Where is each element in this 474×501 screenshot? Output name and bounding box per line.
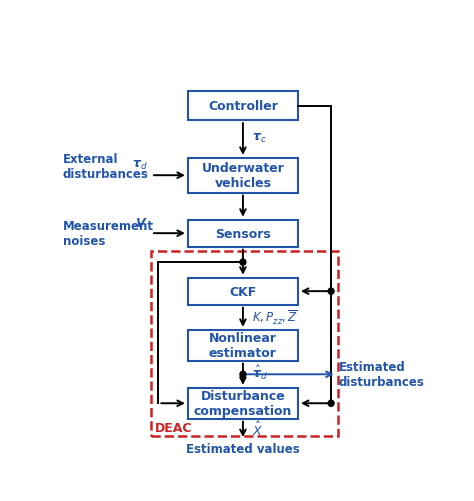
Circle shape [328,289,334,295]
Text: Controller: Controller [208,100,278,113]
Text: $\boldsymbol{\tau}_c$: $\boldsymbol{\tau}_c$ [252,131,267,144]
Text: Estimated
disturbances: Estimated disturbances [338,361,424,388]
Text: External
disturbances: External disturbances [63,152,149,180]
Circle shape [240,371,246,378]
Circle shape [328,400,334,406]
Text: Estimated values: Estimated values [186,442,300,455]
FancyBboxPatch shape [188,92,298,121]
Text: $\boldsymbol{\tau}_d$: $\boldsymbol{\tau}_d$ [132,159,147,172]
FancyBboxPatch shape [188,158,298,193]
Text: Sensors: Sensors [215,227,271,240]
Circle shape [240,260,246,266]
Text: Nonlinear
estimator: Nonlinear estimator [209,332,277,360]
FancyBboxPatch shape [188,388,298,419]
FancyBboxPatch shape [188,330,298,361]
Text: $\hat{\boldsymbol{\tau}}_d$: $\hat{\boldsymbol{\tau}}_d$ [252,364,268,382]
Text: $\hat{X}$: $\hat{X}$ [252,420,264,438]
Text: $\boldsymbol{V}$: $\boldsymbol{V}$ [135,217,147,230]
Text: Underwater
vehicles: Underwater vehicles [201,162,284,190]
FancyBboxPatch shape [188,220,298,247]
Text: $K, P_{zz}, \overline{Z}$: $K, P_{zz}, \overline{Z}$ [252,309,298,327]
Text: CKF: CKF [229,285,256,298]
Text: Measurement
noises: Measurement noises [63,220,154,247]
FancyBboxPatch shape [188,278,298,305]
Text: Disturbance
compensation: Disturbance compensation [194,389,292,417]
Text: DEAC: DEAC [155,421,192,434]
Bar [151,251,338,436]
